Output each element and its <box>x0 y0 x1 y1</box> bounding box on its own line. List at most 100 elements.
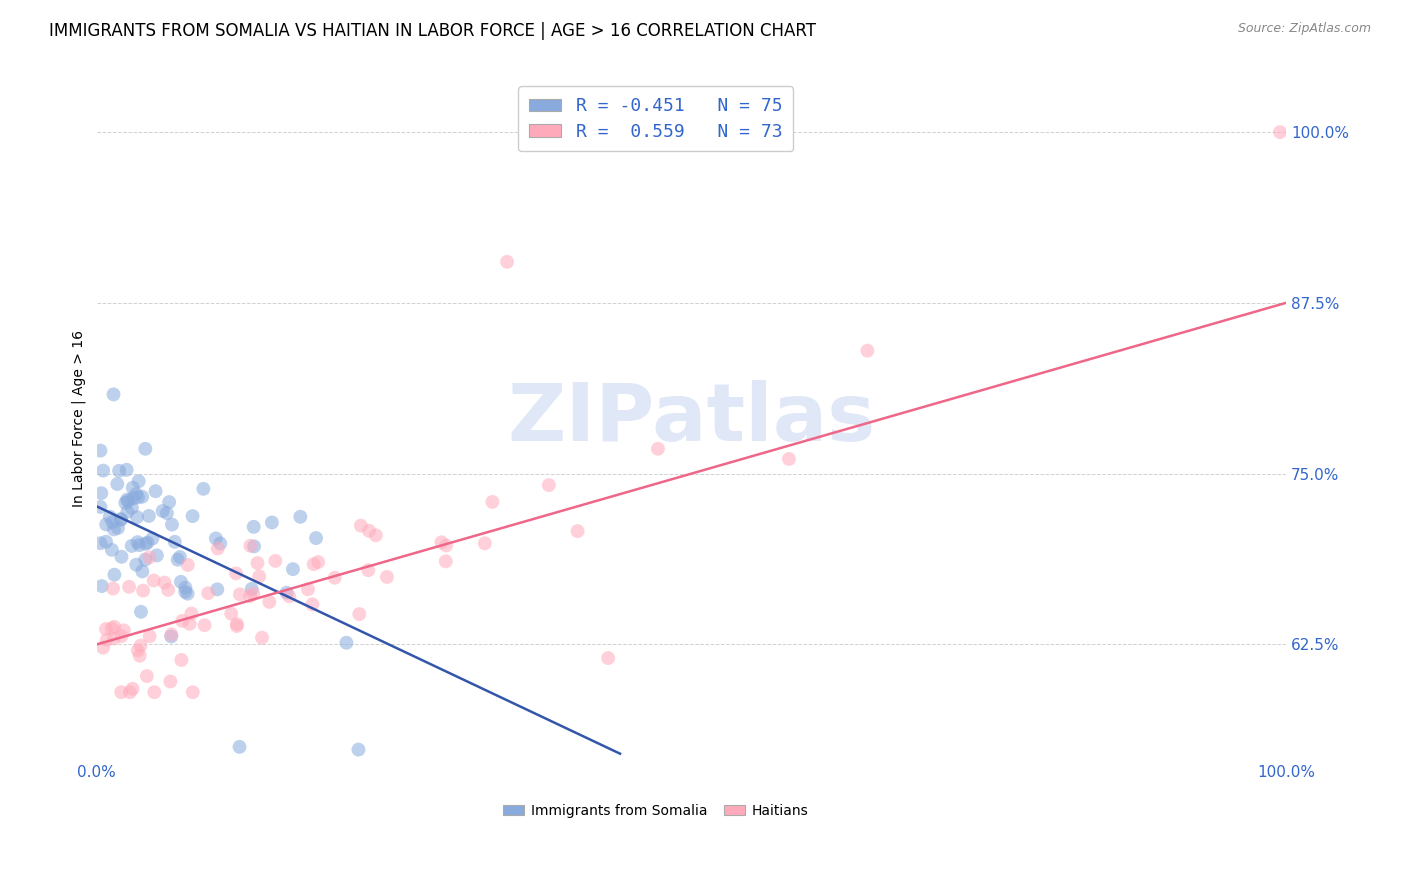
Point <box>496 255 519 269</box>
Point <box>117 494 139 508</box>
Point <box>156 506 179 520</box>
Point <box>179 616 201 631</box>
Point <box>125 487 148 501</box>
Point <box>121 500 143 515</box>
Point <box>103 522 125 536</box>
Point <box>160 627 183 641</box>
Point <box>128 538 150 552</box>
Point <box>157 495 180 509</box>
Point <box>193 618 215 632</box>
Point <box>177 558 200 572</box>
Point <box>153 575 176 590</box>
Point <box>131 490 153 504</box>
Point <box>335 636 357 650</box>
Point <box>128 474 150 488</box>
Point <box>132 583 155 598</box>
Point <box>434 539 457 553</box>
Point <box>239 539 262 553</box>
Point <box>142 574 165 588</box>
Point <box>264 554 287 568</box>
Point <box>98 509 121 524</box>
Point <box>240 582 263 596</box>
Point <box>242 587 264 601</box>
Point <box>243 540 266 554</box>
Point <box>229 587 252 601</box>
Point <box>101 542 124 557</box>
Point <box>160 517 183 532</box>
Point <box>103 387 125 401</box>
Text: Source: ZipAtlas.com: Source: ZipAtlas.com <box>1237 22 1371 36</box>
Point <box>121 681 143 696</box>
Point <box>276 585 298 599</box>
Point <box>250 631 273 645</box>
Point <box>537 478 560 492</box>
Point <box>567 524 589 538</box>
Point <box>169 549 191 564</box>
Point <box>121 539 143 553</box>
Y-axis label: In Labor Force | Age > 16: In Labor Force | Age > 16 <box>72 330 86 508</box>
Point <box>100 621 122 635</box>
Point <box>193 482 215 496</box>
Point <box>197 586 219 600</box>
Point <box>474 536 496 550</box>
Point <box>207 582 229 597</box>
Point <box>129 605 152 619</box>
Point <box>110 512 132 526</box>
Point <box>138 508 160 523</box>
Point <box>145 484 167 499</box>
Point <box>180 607 202 621</box>
Point <box>134 552 156 566</box>
Point <box>110 549 132 564</box>
Point <box>146 549 169 563</box>
Point <box>159 674 181 689</box>
Point <box>112 624 135 638</box>
Point <box>364 528 387 542</box>
Point <box>647 442 669 456</box>
Point <box>170 574 193 589</box>
Point <box>778 451 800 466</box>
Point <box>856 343 879 358</box>
Point <box>135 669 157 683</box>
Point <box>101 515 124 529</box>
Point <box>357 563 380 577</box>
Point <box>225 566 247 581</box>
Point <box>157 582 180 597</box>
Point <box>242 520 264 534</box>
Point <box>323 571 346 585</box>
Point <box>107 521 129 535</box>
Point <box>278 589 301 603</box>
Point <box>118 580 141 594</box>
Point <box>170 653 193 667</box>
Point <box>105 477 128 491</box>
Point <box>260 516 283 530</box>
Point <box>1268 125 1291 139</box>
Point <box>89 500 111 514</box>
Point <box>226 617 249 632</box>
Point <box>103 632 125 646</box>
Point <box>209 536 232 550</box>
Point <box>94 622 117 636</box>
Point <box>347 742 370 756</box>
Point <box>430 535 453 549</box>
Point <box>307 555 329 569</box>
Point <box>134 442 156 456</box>
Point <box>138 550 160 565</box>
Point <box>90 486 112 500</box>
Point <box>152 504 174 518</box>
Point <box>89 443 111 458</box>
Point <box>598 651 620 665</box>
Point <box>117 505 139 519</box>
Point <box>219 607 242 621</box>
Text: ZIPatlas: ZIPatlas <box>508 380 876 458</box>
Point <box>91 640 114 655</box>
Point <box>163 534 186 549</box>
Point <box>128 648 150 663</box>
Point <box>101 582 124 596</box>
Point <box>481 495 503 509</box>
Point <box>297 582 319 597</box>
Point <box>115 492 138 507</box>
Point <box>301 597 323 611</box>
Point <box>89 536 111 550</box>
Point <box>127 643 149 657</box>
Point <box>110 629 132 643</box>
